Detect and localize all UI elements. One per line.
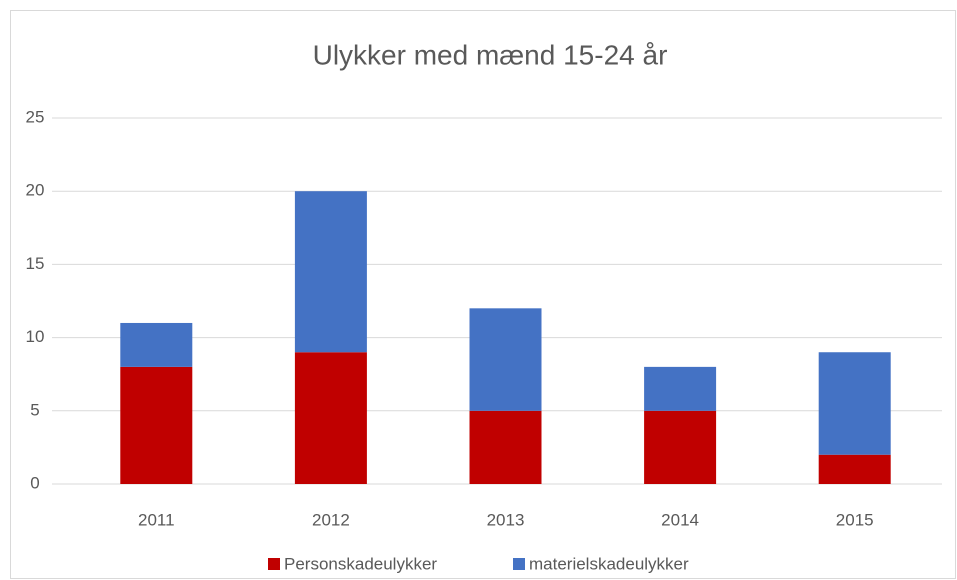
y-tick-label: 15 [26, 254, 45, 273]
y-tick-label: 10 [26, 327, 45, 346]
x-tick-label: 2013 [487, 510, 525, 529]
bar-segment [120, 366, 193, 484]
bar-segment [469, 308, 542, 411]
bar-segment [294, 352, 367, 484]
y-tick-label: 5 [30, 400, 39, 419]
legend-label: Personskadeulykker [284, 554, 437, 573]
legend-swatch [513, 558, 525, 570]
bar-segment [818, 352, 891, 455]
y-tick-label: 0 [30, 473, 39, 492]
y-tick-label: 20 [26, 181, 45, 200]
bar-segment [469, 410, 542, 484]
legend-label: materielskadeulykker [529, 554, 689, 573]
y-tick-label: 25 [26, 107, 45, 126]
bar-segment [294, 191, 367, 353]
bar-segment [818, 454, 891, 484]
chart-border [10, 10, 956, 579]
x-tick-label: 2015 [836, 510, 874, 529]
x-tick-label: 2011 [138, 510, 175, 529]
legend-swatch [268, 558, 280, 570]
bar-segment [644, 410, 717, 484]
bar-segment [120, 322, 193, 367]
x-tick-label: 2014 [661, 510, 699, 529]
bar-segment [644, 366, 717, 411]
x-tick-label: 2012 [312, 510, 350, 529]
chart-title: Ulykker med mænd 15-24 år [313, 39, 668, 70]
